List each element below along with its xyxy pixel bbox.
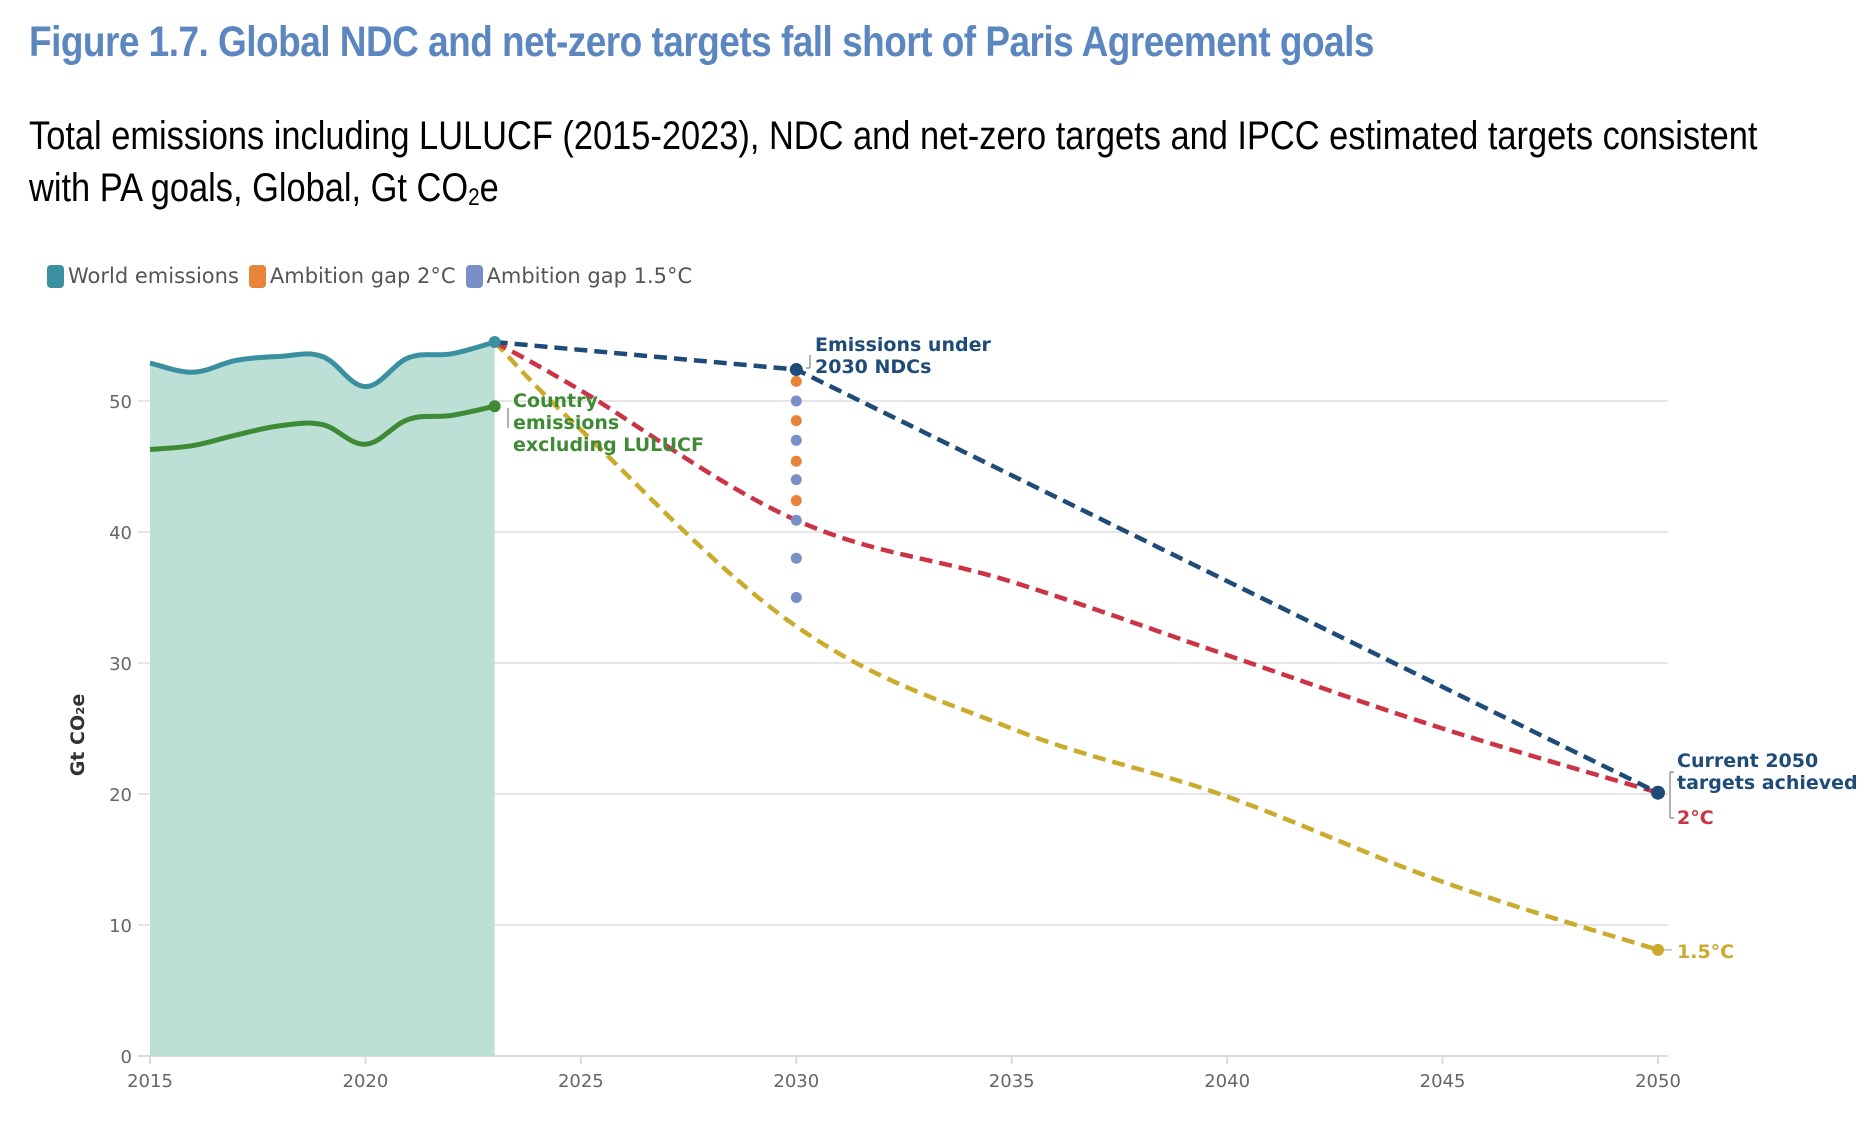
annotation-country-emissions: excluding LULUCF <box>513 434 704 456</box>
world-emissions-area <box>150 342 495 1056</box>
annotation-country-emissions: emissions <box>513 412 619 434</box>
ambition-gap-2c-dot <box>790 455 802 467</box>
ambition-gap-1-5c-dot <box>790 514 802 526</box>
x-tick-label: 2025 <box>558 1071 604 1092</box>
y-tick-label: 50 <box>109 392 132 413</box>
annotation-country-emissions: Country <box>513 390 599 412</box>
y-tick-label: 0 <box>121 1047 132 1068</box>
legend-label: Ambition gap 2°C <box>269 264 456 288</box>
ambition-gap-1-5c-dot <box>790 434 802 446</box>
ambition-gap-2c-dot <box>790 495 802 507</box>
country-2023-marker <box>488 400 501 413</box>
legend-label: World emissions <box>68 264 239 288</box>
world-2023-marker <box>488 336 501 349</box>
target-2050-marker <box>1651 785 1665 800</box>
world-area-layer <box>150 342 495 1056</box>
figure-title: Figure 1.7. Global NDC and net-zero targ… <box>29 18 1374 66</box>
legend-item-ambition-gap-2c[interactable]: Ambition gap 2°C <box>248 264 456 288</box>
y-axis-label: Gt CO₂e <box>67 694 89 777</box>
chart-legend: World emissions Ambition gap 2°C Ambitio… <box>47 264 692 288</box>
annotation-current-2050-targets: targets achieved <box>1677 772 1858 794</box>
annotation-connector <box>806 355 811 369</box>
line-1-5c-pathway <box>493 340 1659 953</box>
x-tick-label: 2030 <box>773 1071 819 1092</box>
subtitle-line-2: with PA goals, Global, Gt CO2e <box>29 162 1868 224</box>
figure-subtitle: Total emissions including LULUCF (2015-2… <box>29 110 1868 224</box>
ambition-gap-1-5c-dot <box>790 592 802 603</box>
line-country-emissions <box>149 403 496 452</box>
y-tick-label: 30 <box>109 654 132 675</box>
y-tick-label: 10 <box>109 916 132 937</box>
ambition-gap-1-5c-dot <box>790 552 802 564</box>
annotation-ndc-2030: 2030 NDCs <box>815 356 931 378</box>
legend-item-ambition-gap-1-5c[interactable]: Ambition gap 1.5°C <box>465 264 693 288</box>
y-tick-label: 40 <box>109 523 132 544</box>
annotation-current-2050-targets: Current 2050 <box>1677 750 1818 772</box>
subtitle-line-2-suffix: e <box>479 166 499 210</box>
x-tick-label: 2015 <box>127 1071 173 1092</box>
line-2c-pathway <box>493 340 1659 795</box>
ambition-gap-1-5c-dot <box>790 395 802 407</box>
annotation-connector <box>1669 771 1674 819</box>
ambition-gap-dots <box>790 375 802 603</box>
one-five-2050-marker <box>1652 943 1664 956</box>
ambition-gap-2c-dot <box>790 415 802 427</box>
line-world-emissions <box>149 339 496 390</box>
x-tick-label: 2020 <box>343 1071 389 1092</box>
x-tick-label: 2040 <box>1204 1071 1250 1092</box>
ndc-2030-marker <box>789 363 803 377</box>
x-tick-label: 2035 <box>989 1071 1035 1092</box>
legend-swatch-1-5c-icon <box>465 264 483 288</box>
ambition-gap-1-5c-dot <box>790 474 802 486</box>
legend-swatch-world-icon <box>47 264 64 288</box>
subtitle-line-2-text: with PA goals, Global, Gt CO <box>29 166 469 210</box>
annotation-ndc-2030: Emissions under <box>815 334 991 356</box>
subscript-2: 2 <box>468 184 480 211</box>
legend-item-world-emissions[interactable]: World emissions <box>47 264 239 288</box>
x-tick-label: 2045 <box>1420 1071 1466 1092</box>
annotation-1-5c: 1.5°C <box>1677 941 1734 963</box>
x-tick-label: 2050 <box>1635 1071 1681 1092</box>
ambition-gap-2c-dot <box>790 375 802 387</box>
subtitle-line-1: Total emissions including LULUCF (2015-2… <box>29 114 1758 158</box>
annotation-2c: 2°C <box>1677 807 1714 829</box>
y-tick-label: 20 <box>109 785 132 806</box>
series-lines <box>149 336 1665 956</box>
line-ndc-pathway <box>494 339 1659 795</box>
legend-label: Ambition gap 1.5°C <box>486 264 693 288</box>
legend-swatch-2c-icon <box>248 264 266 288</box>
